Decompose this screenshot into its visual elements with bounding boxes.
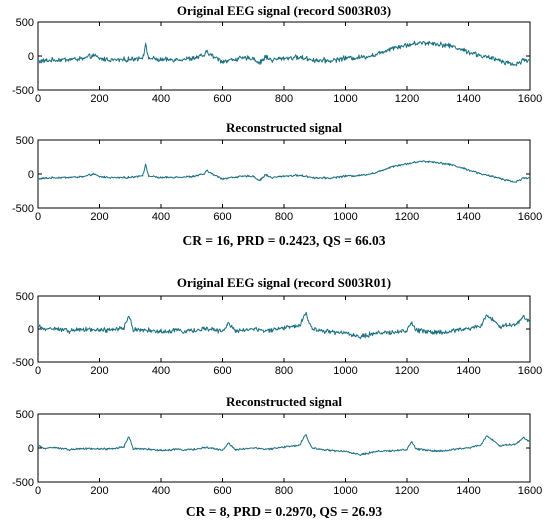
x-tick-label: 200 <box>90 93 108 105</box>
x-tick-label: 400 <box>152 365 170 377</box>
x-tick-label: 1200 <box>395 211 419 223</box>
signal-line <box>37 311 531 340</box>
x-tick-label: 400 <box>152 93 170 105</box>
y-tick-label: 0 <box>28 443 34 455</box>
plot-title: Reconstructed signal <box>226 394 342 409</box>
signal-line <box>37 160 531 183</box>
x-tick-label: 1000 <box>333 485 357 497</box>
x-tick-label: 1600 <box>518 485 542 497</box>
x-tick-label: 1400 <box>456 93 480 105</box>
x-tick-label: 600 <box>213 211 231 223</box>
x-tick-label: 200 <box>90 365 108 377</box>
y-tick-label: 0 <box>28 324 34 336</box>
signal-line <box>37 40 531 67</box>
x-tick-label: 800 <box>275 93 293 105</box>
x-tick-label: 1200 <box>395 365 419 377</box>
x-tick-label: 200 <box>90 485 108 497</box>
x-tick-label: 600 <box>213 93 231 105</box>
x-tick-label: 1000 <box>333 365 357 377</box>
x-tick-label: 1400 <box>456 211 480 223</box>
x-tick-label: 1400 <box>456 485 480 497</box>
y-tick-label: -500 <box>12 85 34 97</box>
x-tick-label: 1600 <box>518 365 542 377</box>
x-tick-label: 0 <box>35 485 41 497</box>
plot-area <box>37 21 531 91</box>
x-tick-label: 1400 <box>456 365 480 377</box>
x-tick-label: 1600 <box>518 93 542 105</box>
metrics-caption: CR = 16, PRD = 0.2423, QS = 66.03 <box>182 233 385 248</box>
y-tick-label: 0 <box>28 51 34 63</box>
x-tick-label: 0 <box>35 211 41 223</box>
x-tick-label: 200 <box>90 211 108 223</box>
x-tick-label: 1200 <box>395 93 419 105</box>
x-tick-label: 1000 <box>333 93 357 105</box>
signal-line <box>37 434 531 456</box>
y-tick-label: 500 <box>16 135 34 147</box>
plot-title: Original EEG signal (record S003R03) <box>177 3 391 18</box>
x-tick-label: 800 <box>275 211 293 223</box>
x-tick-label: 400 <box>152 485 170 497</box>
y-tick-label: -500 <box>12 477 34 489</box>
x-tick-label: 1600 <box>518 211 542 223</box>
y-tick-label: -500 <box>12 357 34 369</box>
x-tick-label: 800 <box>275 485 293 497</box>
x-tick-label: 1200 <box>395 485 419 497</box>
x-tick-label: 600 <box>213 365 231 377</box>
y-tick-label: 500 <box>16 409 34 421</box>
x-tick-label: 400 <box>152 211 170 223</box>
plot-area <box>37 139 531 209</box>
plot-title: Original EEG signal (record S003R01) <box>177 275 391 290</box>
y-tick-label: -500 <box>12 203 34 215</box>
metrics-caption: CR = 8, PRD = 0.2970, QS = 26.93 <box>186 504 383 519</box>
x-tick-label: 0 <box>35 365 41 377</box>
x-tick-label: 0 <box>35 93 41 105</box>
y-tick-label: 500 <box>16 291 34 303</box>
y-tick-label: 500 <box>16 17 34 29</box>
x-tick-label: 800 <box>275 365 293 377</box>
x-tick-label: 1000 <box>333 211 357 223</box>
x-tick-label: 600 <box>213 485 231 497</box>
y-tick-label: 0 <box>28 169 34 181</box>
plot-title: Reconstructed signal <box>226 120 342 135</box>
